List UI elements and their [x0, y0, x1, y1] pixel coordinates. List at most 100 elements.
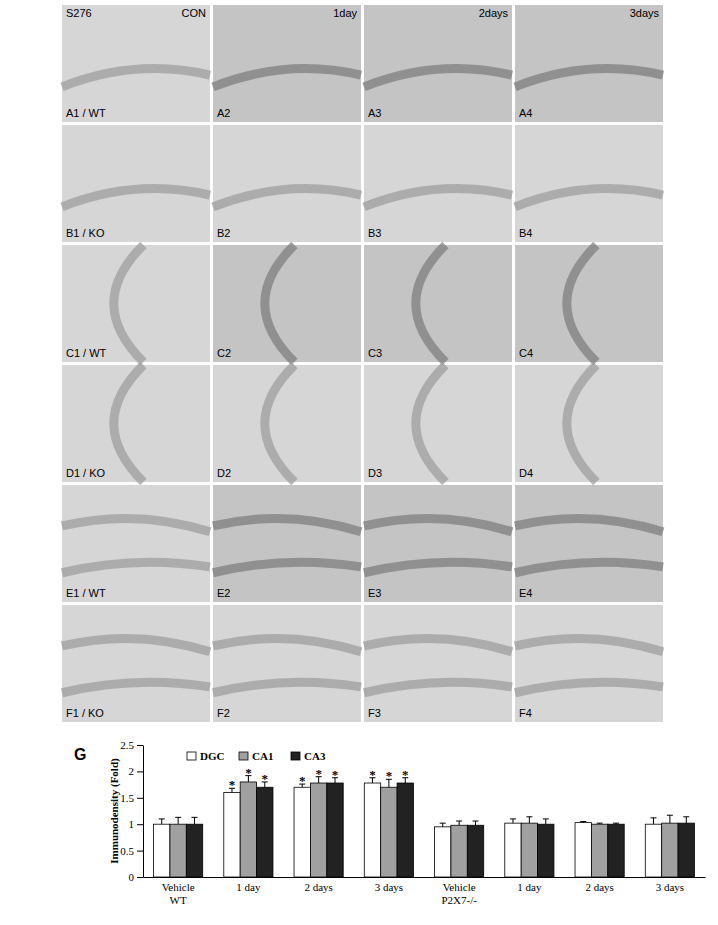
panel-label: B4	[519, 227, 532, 239]
y-tick-mark	[137, 824, 143, 825]
legend-label: CA1	[252, 750, 273, 762]
bar	[521, 823, 537, 877]
cell-layer	[213, 638, 361, 692]
cell-layer	[567, 245, 597, 362]
panel: A21day	[213, 5, 361, 122]
series	[170, 776, 678, 877]
cell-layer	[265, 365, 295, 482]
y-tick-label: 2	[129, 765, 135, 777]
column-header: CON	[182, 7, 207, 19]
bar	[327, 783, 343, 877]
panel-label: A3	[368, 107, 381, 119]
cell-layer	[62, 638, 210, 692]
y-tick-label: 0.5	[120, 845, 134, 857]
panel: F3	[364, 605, 512, 722]
y-tick-mark	[137, 851, 143, 852]
bar	[678, 823, 694, 877]
panels: A1 / WTCONS276A21dayA32daysA43daysB1 / K…	[62, 5, 663, 722]
panel-image	[62, 605, 210, 722]
panel-image	[364, 125, 512, 242]
y-axis: 00.511.522.5	[120, 739, 143, 883]
bar	[257, 787, 273, 877]
significance-mark: *	[402, 767, 409, 782]
bar	[294, 787, 310, 877]
bar	[186, 824, 202, 877]
cell-layer	[364, 638, 512, 692]
panel-image	[515, 5, 663, 122]
x-tick: VehicleP2X7-/-	[441, 881, 477, 906]
panel: D4	[515, 365, 663, 482]
panel-image	[62, 485, 210, 602]
panel: E1 / WT	[62, 485, 210, 602]
cell-layer	[515, 69, 663, 87]
panel: F1 / KO	[62, 605, 210, 722]
x-tick-label: 3 days	[375, 881, 403, 893]
panel-image	[213, 485, 361, 602]
x-tick-label: VehicleP2X7-/-	[441, 881, 477, 906]
panel-image	[213, 5, 361, 122]
bar	[154, 824, 170, 877]
x-tick: 2 days	[585, 881, 613, 893]
panel-label: B1 / KO	[66, 227, 105, 239]
bar	[435, 827, 451, 877]
y-axis-line	[143, 746, 144, 878]
error-bar	[580, 822, 586, 823]
panel-image	[364, 365, 512, 482]
bar	[397, 783, 413, 877]
error-bar	[159, 819, 165, 824]
x-tick: VehicleWT	[162, 881, 195, 906]
panel: C2	[213, 245, 361, 362]
panel-label: E4	[519, 587, 532, 599]
y-tick-mark	[137, 771, 143, 772]
panel-label: D2	[217, 467, 231, 479]
y-tick: 1	[129, 818, 144, 830]
y-tick-label: 1	[129, 818, 135, 830]
error-bar	[440, 823, 446, 827]
error-bar	[510, 819, 516, 823]
column-header: 2days	[479, 7, 509, 19]
error-bar	[597, 823, 603, 824]
panel-image	[213, 605, 361, 722]
corner-label: S276	[66, 7, 92, 19]
panel-image	[213, 365, 361, 482]
panel: D3	[364, 365, 512, 482]
significance-mark: *	[369, 767, 376, 782]
panel: A3 2days	[364, 5, 512, 122]
x-tick-label: 1 day	[517, 881, 542, 893]
significance-mark: *	[262, 771, 269, 786]
y-tick-label: 1.5	[120, 792, 134, 804]
cell-layer	[114, 365, 144, 482]
y-tick: 0.5	[120, 845, 143, 857]
panel: B4	[515, 125, 663, 242]
error-bar	[175, 817, 181, 824]
panel-image	[62, 5, 210, 122]
panel-label: E2	[217, 587, 230, 599]
y-tick: 2	[129, 765, 144, 777]
cell-layer	[62, 189, 210, 207]
panel: C4	[515, 245, 663, 362]
bar	[575, 823, 591, 877]
y-tick: 1.5	[120, 792, 143, 804]
bar	[538, 824, 554, 877]
panel-label: A4	[519, 107, 532, 119]
cell-layer	[213, 518, 361, 572]
series	[154, 778, 662, 877]
cell-layer	[213, 189, 361, 207]
significance-mark: *	[315, 766, 322, 781]
panel-label: A1 / WT	[66, 107, 106, 119]
panel-label: C4	[519, 347, 533, 359]
panel-image	[515, 365, 663, 482]
panel: D1 / KO	[62, 365, 210, 482]
cell-layer	[515, 189, 663, 207]
panel-label: E3	[368, 587, 381, 599]
panel: C1 / WT	[62, 245, 210, 362]
cell-layer	[515, 638, 663, 692]
significance-mark: *	[386, 768, 393, 783]
panel-image	[515, 245, 663, 362]
significance-mark: *	[229, 777, 236, 792]
plot-area	[154, 776, 695, 877]
panel: D2	[213, 365, 361, 482]
bar	[591, 824, 607, 877]
panel: B3	[364, 125, 512, 242]
y-tick-label: 2.5	[120, 739, 134, 751]
